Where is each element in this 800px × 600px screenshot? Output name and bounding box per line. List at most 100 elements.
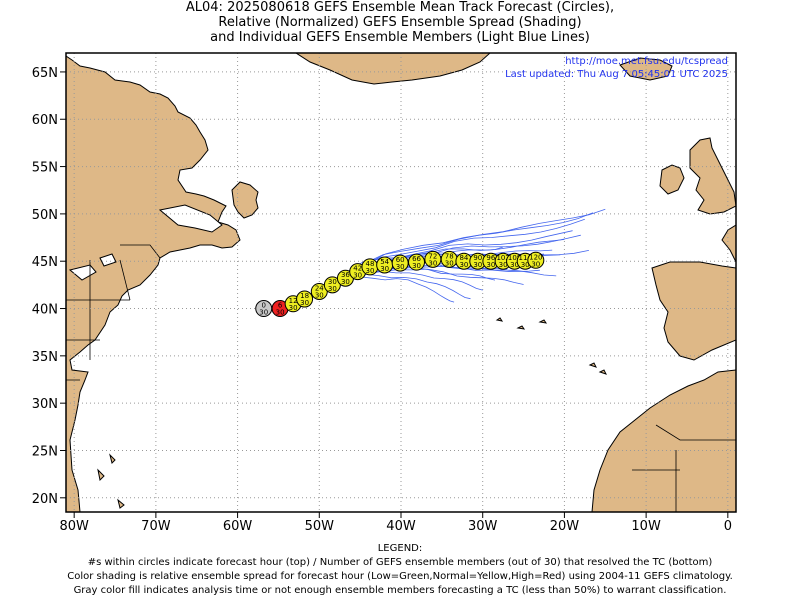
map-title-line-1: AL04: 2025080618 GEFS Ensemble Mean Trac… <box>185 0 615 15</box>
member-count-label: 30 <box>315 291 324 299</box>
political-borders <box>66 244 736 512</box>
member-count-label: 30 <box>486 261 495 269</box>
forecast-circle <box>296 290 314 308</box>
lat-tick-label: 55N <box>32 161 58 176</box>
lon-tick-label: 10W <box>631 519 661 534</box>
lat-tick-label: 60N <box>32 113 58 128</box>
forecast-hour-label: 96 <box>486 254 495 262</box>
forecast-point: 630 <box>271 300 289 318</box>
forecast-hour-label: 120 <box>529 253 542 261</box>
lakes <box>68 204 223 281</box>
lat-tick-label: 25N <box>32 444 58 459</box>
forecast-hour-label: 6 <box>278 302 283 310</box>
great-lakes <box>68 253 117 281</box>
lon-tick-label: 30W <box>468 519 498 534</box>
azores-islands <box>495 317 548 330</box>
lon-tick-label: 70W <box>141 519 171 534</box>
lat-tick-label: 20N <box>32 492 58 507</box>
member-count-label: 30 <box>276 309 285 317</box>
credit-url-link[interactable]: http://moe.met.fsu.edu/tcspread <box>565 56 728 67</box>
member-count-label: 30 <box>445 259 454 267</box>
mean-track-forecast-points: 0306301230183024303030363042304830543060… <box>255 250 545 318</box>
member-count-label: 30 <box>353 272 362 280</box>
member-count-label: 30 <box>328 285 337 293</box>
member-count-label: 30 <box>380 265 389 273</box>
canary-islands <box>588 362 607 375</box>
iberia-land <box>651 261 736 361</box>
bahamas-islands <box>97 453 125 509</box>
lon-tick-label: 0 <box>724 519 732 534</box>
lat-tick-label: 45N <box>32 255 58 270</box>
africa-land <box>591 369 736 512</box>
lat-tick-label: 65N <box>32 66 58 81</box>
ireland-land <box>659 164 685 195</box>
forecast-hour-label: 60 <box>396 256 405 264</box>
forecast-point: 030 <box>255 300 273 318</box>
member-count-label: 30 <box>510 261 519 269</box>
forecast-hour-label: 54 <box>380 258 389 266</box>
forecast-hour-label: 108 <box>508 254 521 262</box>
legend-line-2: Color shading is relative ensemble sprea… <box>67 571 733 582</box>
great-britain-land <box>689 137 736 215</box>
member-count-label: 30 <box>473 261 482 269</box>
member-count-label: 30 <box>459 261 468 269</box>
member-count-label: 30 <box>396 263 405 271</box>
forecast-hour-label: 24 <box>315 284 324 292</box>
member-count-label: 30 <box>341 278 350 286</box>
member-count-label: 30 <box>365 267 374 275</box>
member-count-label: 30 <box>499 261 508 269</box>
member-count-label: 30 <box>521 261 530 269</box>
forecast-hour-label: 114 <box>519 254 533 262</box>
axis-ticks: 80W 70W 60W 50W 40W 30W 20W 10W 0 20N 25N 30N 35N 40N… <box>32 66 732 534</box>
france-land <box>721 224 736 263</box>
lat-tick-label: 35N <box>32 350 58 365</box>
forecast-hour-label: 90 <box>473 254 482 262</box>
forecast-hour-label: 30 <box>328 278 337 286</box>
member-count-label: 30 <box>412 262 421 270</box>
forecast-hour-label: 48 <box>365 260 374 268</box>
greenland-land <box>295 53 491 85</box>
forecast-hour-label: 102 <box>496 254 509 262</box>
forecast-hour-label: 72 <box>428 252 437 260</box>
gulf-of-st-lawrence <box>158 204 223 233</box>
member-count-label: 30 <box>428 259 437 267</box>
lon-tick-label: 40W <box>386 519 416 534</box>
lon-tick-label: 60W <box>223 519 253 534</box>
map-title-line-2: Relative (Normalized) GEFS Ensemble Spre… <box>218 15 582 30</box>
lon-tick-label: 20W <box>550 519 580 534</box>
member-count-label: 30 <box>531 260 540 268</box>
forecast-hour-label: 84 <box>459 254 468 262</box>
lat-lon-grid <box>66 53 736 512</box>
member-count-label: 30 <box>289 304 298 312</box>
newfoundland-land <box>231 181 259 219</box>
forecast-circle <box>408 253 426 271</box>
forecast-hour-label: 0 <box>261 302 265 310</box>
forecast-hour-label: 78 <box>445 252 454 260</box>
member-count-label: 30 <box>300 299 309 307</box>
lon-tick-label: 80W <box>59 519 89 534</box>
lat-tick-label: 50N <box>32 208 58 223</box>
forecast-hour-label: 18 <box>300 292 309 300</box>
member-count-label: 30 <box>259 309 268 317</box>
us-state-borders <box>66 244 161 381</box>
forecast-hour-label: 12 <box>289 297 298 305</box>
last-updated-text: Last updated: Thu Aug 7 05:45:01 UTC 202… <box>505 69 728 80</box>
legend-heading: LEGEND: <box>377 543 423 554</box>
north-america-land <box>66 53 241 512</box>
legend-line-1: #s within circles indicate forecast hour… <box>87 557 713 568</box>
africa-borders <box>632 424 736 512</box>
lat-tick-label: 40N <box>32 303 58 318</box>
legend-line-3: Gray color fill indicates analysis time … <box>73 585 727 596</box>
